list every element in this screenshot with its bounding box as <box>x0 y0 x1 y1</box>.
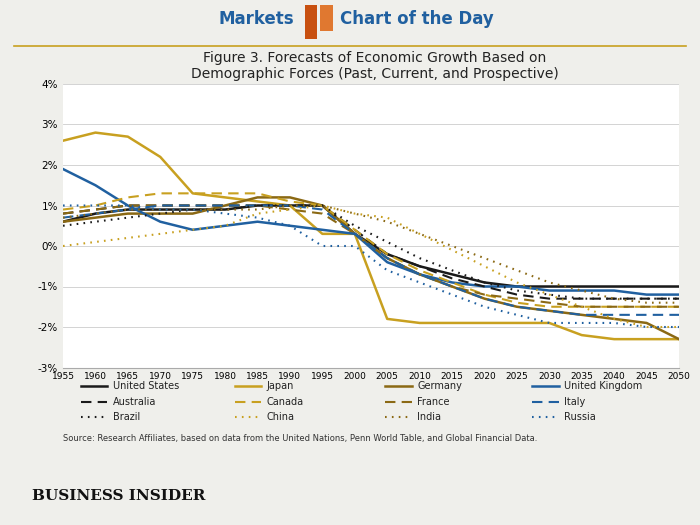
Text: BUSINESS INSIDER: BUSINESS INSIDER <box>32 489 205 503</box>
Text: Figure 3. Forecasts of Economic Growth Based on
Demographic Forces (Past, Curren: Figure 3. Forecasts of Economic Growth B… <box>190 51 559 81</box>
Text: Markets: Markets <box>218 10 294 28</box>
Text: Italy: Italy <box>564 396 585 407</box>
Text: Japan: Japan <box>267 381 294 391</box>
Text: United Kingdom: United Kingdom <box>564 381 643 391</box>
Text: Source: Research Affiliates, based on data from the United Nations, Penn World T: Source: Research Affiliates, based on da… <box>63 434 538 443</box>
Text: India: India <box>417 412 441 423</box>
Text: France: France <box>417 396 449 407</box>
Text: Canada: Canada <box>267 396 304 407</box>
Text: United States: United States <box>113 381 179 391</box>
Text: China: China <box>267 412 295 423</box>
Bar <box>320 5 332 31</box>
Text: Germany: Germany <box>417 381 462 391</box>
Bar <box>304 5 317 39</box>
Text: Brazil: Brazil <box>113 412 140 423</box>
Text: Russia: Russia <box>564 412 596 423</box>
Text: Australia: Australia <box>113 396 156 407</box>
Text: Chart of the Day: Chart of the Day <box>340 10 494 28</box>
